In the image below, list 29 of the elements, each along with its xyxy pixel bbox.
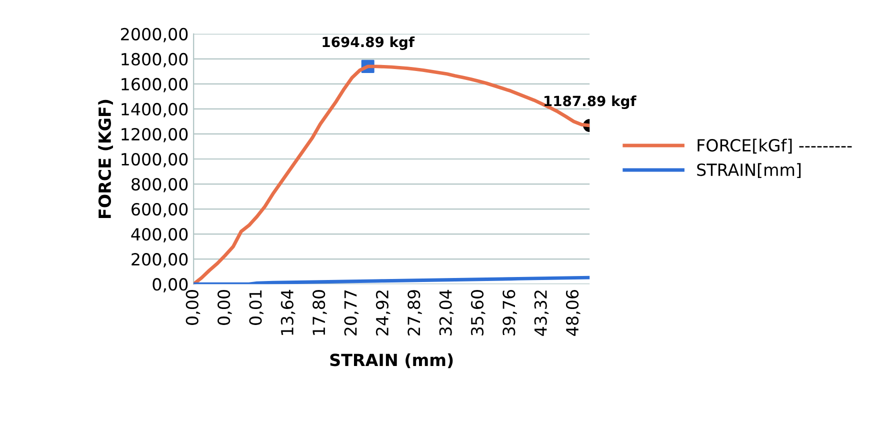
y-axis-title: FORCE (KGF)	[98, 100, 113, 218]
y-tick-label: 1400,00	[122, 102, 188, 118]
y-tick-label: 1600,00	[122, 78, 188, 92]
x-tick-label: 35,60	[470, 290, 486, 336]
y-tick-label: 0,00	[152, 278, 188, 292]
legend-label: STRAIN[mm]	[697, 163, 801, 178]
y-tick-label: 1000,00	[122, 152, 188, 168]
y-tick-label: 200,00	[132, 253, 188, 268]
x-axis-title: STRAIN (mm)	[330, 353, 453, 368]
legend-label: FORCE[kGf] ---------	[698, 138, 852, 154]
x-tick-label: 0,01	[249, 290, 264, 325]
y-tick-label: 600,00	[132, 202, 188, 218]
y-tick-label: 1800,00	[122, 52, 188, 68]
x-tick-label: 32,04	[439, 290, 454, 336]
y-tick-label: 2000,00	[121, 28, 188, 42]
y-tick-label: 800,00	[132, 178, 188, 192]
y-tick-label: 1200,00	[122, 128, 188, 142]
annotation: 1694.89 kgf	[322, 36, 415, 50]
x-tick-label: 20,77	[344, 290, 359, 336]
x-tick-label: 27,89	[408, 290, 422, 336]
x-tick-label: 48,06	[566, 290, 580, 336]
annotation: 1187.89 kgf	[544, 95, 636, 110]
x-tick-label: 24,92	[376, 290, 390, 336]
x-tick-label: 0,00	[218, 290, 232, 325]
x-tick-label: 39,76	[502, 290, 517, 336]
y-tick-label: 400,00	[131, 228, 188, 242]
x-tick-label: 17,80	[312, 290, 327, 335]
x-tick-label: 13,64	[280, 290, 296, 335]
x-tick-label: 43,32	[534, 290, 549, 336]
